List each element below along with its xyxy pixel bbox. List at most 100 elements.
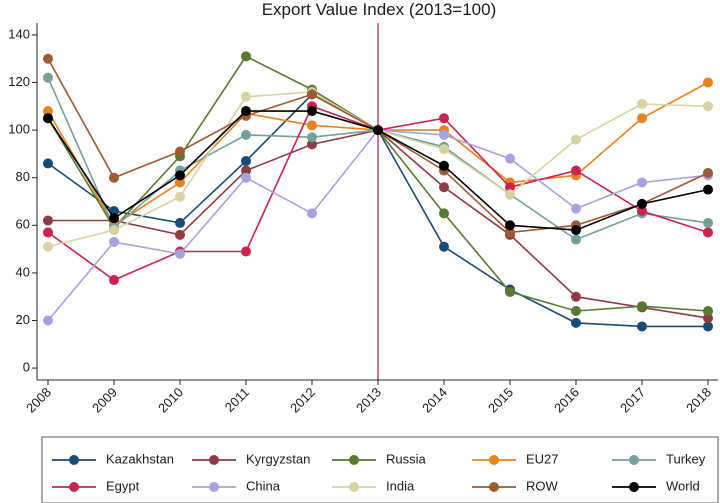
data-point-russia [637, 301, 647, 312]
data-point-turkey [241, 129, 251, 140]
data-point-india [571, 134, 581, 145]
series-group [43, 51, 713, 332]
data-point-eu27 [307, 120, 317, 131]
data-point-world [109, 213, 119, 224]
data-point-kazakhstan [703, 321, 713, 332]
legend-item-turkey: Turkey [612, 451, 706, 466]
legend-item-china: China [192, 478, 281, 493]
data-point-egypt [571, 165, 581, 176]
data-point-egypt [703, 227, 713, 238]
data-point-china [637, 177, 647, 188]
data-point-kyrgyzstan [241, 165, 251, 176]
legend-item-russia: Russia [332, 451, 427, 466]
data-point-eu27 [703, 77, 713, 88]
data-point-kyrgyzstan [307, 139, 317, 150]
data-point-world [637, 198, 647, 209]
data-point-kyrgyzstan [571, 291, 581, 302]
data-point-egypt [43, 227, 53, 238]
x-tick-label: 2017 [617, 385, 648, 416]
data-point-india [43, 241, 53, 252]
x-tick-label: 2016 [551, 385, 582, 416]
legend-label: ROW [526, 478, 559, 493]
data-point-russia [439, 208, 449, 219]
data-point-china [175, 248, 185, 259]
legend-swatch-marker [489, 455, 499, 465]
data-point-kazakhstan [175, 217, 185, 228]
legend-swatch-marker [489, 482, 499, 492]
legend-item-kazakhstan: Kazakhstan [52, 451, 174, 466]
data-point-china [307, 208, 317, 219]
legend-swatch-marker [629, 482, 639, 492]
legend-label: Kyrgyzstan [246, 451, 310, 466]
legend-swatch-marker [349, 455, 359, 465]
data-point-world [307, 106, 317, 117]
data-point-kazakhstan [241, 156, 251, 167]
y-tick-label: 100 [8, 122, 30, 137]
legend-box [41, 436, 719, 503]
data-point-kyrgyzstan [175, 229, 185, 240]
legend-item-india: India [332, 478, 415, 493]
legend-swatch-marker [209, 482, 219, 492]
data-point-russia [571, 305, 581, 316]
data-point-row [43, 53, 53, 64]
legend-label: Turkey [666, 451, 706, 466]
data-point-russia [505, 286, 515, 297]
legend-label: Egypt [106, 478, 140, 493]
data-point-row [109, 172, 119, 183]
data-point-egypt [637, 206, 647, 217]
legend-label: Kazakhstan [106, 451, 174, 466]
legend-item-world: World [612, 478, 700, 493]
x-tick-label: 2013 [353, 385, 384, 416]
data-point-india [703, 101, 713, 112]
x-tick-label: 2010 [155, 385, 186, 416]
y-tick-label: 0 [23, 360, 30, 375]
y-tick-label: 140 [8, 26, 30, 41]
data-point-kazakhstan [439, 241, 449, 252]
y-tick-label: 120 [8, 74, 30, 89]
data-point-kyrgyzstan [43, 215, 53, 226]
data-point-china [43, 315, 53, 326]
legend-swatch-marker [69, 482, 79, 492]
data-point-china [109, 236, 119, 247]
data-point-egypt [241, 246, 251, 257]
data-point-row [703, 167, 713, 178]
legend: Kazakhstan Kyrgyzstan Russia EU27 Turkey Egyp… [52, 451, 706, 493]
data-point-world [373, 125, 383, 136]
data-point-world [175, 170, 185, 181]
data-point-kazakhstan [43, 158, 53, 169]
data-point-india [241, 91, 251, 102]
x-tick-label: 2014 [419, 385, 450, 416]
legend-swatch-marker [349, 482, 359, 492]
data-point-india [505, 189, 515, 200]
y-tick-label: 60 [16, 217, 30, 232]
x-tick-label: 2008 [23, 385, 54, 416]
data-point-egypt [505, 182, 515, 193]
y-tick-label: 40 [16, 264, 30, 279]
data-point-world [505, 220, 515, 231]
data-point-world [571, 225, 581, 236]
x-tick-label: 2015 [485, 385, 516, 416]
y-tick-label: 20 [16, 312, 30, 327]
data-point-world [241, 106, 251, 117]
legend-item-kyrgyzstan: Kyrgyzstan [192, 451, 310, 466]
legend-item-egypt: Egypt [52, 478, 140, 493]
x-tick-label: 2011 [222, 385, 252, 415]
legend-label: India [386, 478, 415, 493]
data-point-kazakhstan [637, 321, 647, 332]
data-point-india [439, 144, 449, 155]
data-point-kazakhstan [571, 317, 581, 328]
data-point-turkey [307, 132, 317, 143]
data-point-row [505, 227, 515, 238]
x-tick-label: 2012 [287, 385, 318, 416]
data-point-world [43, 113, 53, 124]
chart-title: Export Value Index (2013=100) [262, 0, 497, 19]
data-point-china [571, 203, 581, 214]
x-tick-label: 2009 [89, 385, 120, 416]
y-axis: 0 20 40 60 80 100 120 140 [8, 26, 37, 375]
data-point-china [241, 172, 251, 183]
data-point-world [439, 160, 449, 171]
legend-swatch-marker [209, 455, 219, 465]
data-point-india [637, 98, 647, 109]
data-point-india [109, 225, 119, 236]
